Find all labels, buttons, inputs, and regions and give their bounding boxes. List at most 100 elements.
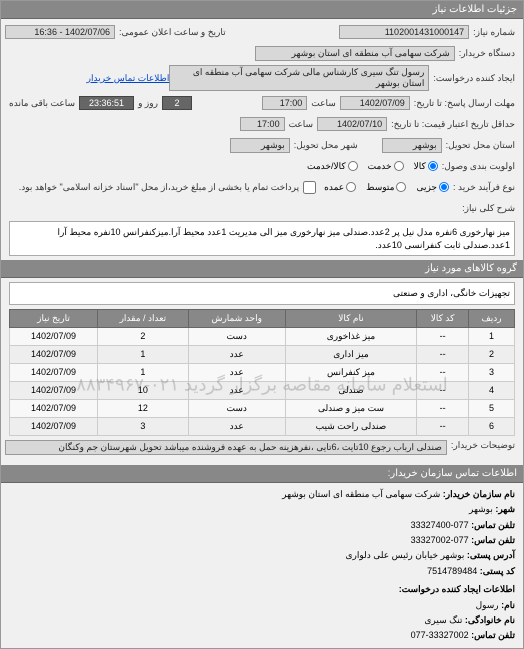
fax-label: تلفن تماس: [471, 535, 515, 545]
table-cell: 3 [98, 417, 189, 435]
main-panel: جزئیات اطلاعات نیاز شماره نیاز: 11020014… [0, 0, 524, 649]
need-number-value: 1102001431000147 [339, 25, 469, 39]
table-cell: -- [417, 327, 469, 345]
row-delivery: استان محل تحویل: بوشهر شهر محل تحویل: بو… [5, 136, 519, 154]
creator-header: اطلاعات ایجاد کننده درخواست: [399, 584, 515, 594]
buyer-note-label: توضیحات خریدار: [447, 440, 519, 451]
need-number-label: شماره نیاز: [469, 27, 519, 38]
priority-radio-0[interactable] [428, 161, 438, 171]
table-cell: -- [417, 417, 469, 435]
table-cell: 2 [98, 327, 189, 345]
cphone-value: 33327002-077 [411, 630, 469, 640]
row-deadline: مهلت ارسال پاسخ: تا تاریخ: 1402/07/09 سا… [5, 94, 519, 112]
items-table: ردیف کد کالا نام کالا واحد شمارش تعداد /… [9, 309, 515, 436]
th-2: نام کالا [285, 309, 416, 327]
table-cell: 6 [469, 417, 515, 435]
panel-title: جزئیات اطلاعات نیاز [1, 1, 523, 19]
table-cell: 4 [469, 381, 515, 399]
priority-option-2[interactable]: کالا/خدمت [307, 161, 358, 172]
table-cell: صندلی راحت شیب [285, 417, 416, 435]
table-row: 1--میز غذاخوریدست21402/07/09 [10, 327, 515, 345]
priority-option-0[interactable]: کالا [414, 161, 438, 172]
address-value: بوشهر خیابان رئیس علی دلواری [346, 550, 465, 560]
desc-box: میز نهارخوری 6نفره مدل نیل پر 2عدد.صندلی… [9, 221, 515, 256]
table-row: 3--میز کنفرانسعدد11402/07/09 [10, 363, 515, 381]
priority-radios: کالا خدمت کالا/خدمت [307, 161, 438, 172]
postal-label: کد پستی: [480, 566, 515, 576]
clname-label: نام خانوادگی: [465, 615, 515, 625]
th-1: کد کالا [417, 309, 469, 327]
requester-label: ایجاد کننده درخواست: [429, 73, 519, 84]
table-cell: -- [417, 399, 469, 417]
delivery-city: بوشهر [230, 138, 290, 153]
table-cell: عدد [188, 345, 285, 363]
table-cell: 1402/07/09 [10, 345, 98, 363]
table-cell: عدد [188, 363, 285, 381]
announce-label: تاریخ و ساعت اعلان عمومی: [115, 27, 230, 38]
row-buyer: دستگاه خریدار: شرکت سهامی آب منطقه ای اس… [5, 44, 519, 62]
payment-radios: جزیی متوسط عمده [324, 182, 449, 193]
table-cell: -- [417, 381, 469, 399]
table-cell: عدد [188, 417, 285, 435]
fax-value: 077-33327002 [411, 535, 469, 545]
delivery-city-label: شهر محل تحویل: [290, 140, 362, 151]
table-header-row: ردیف کد کالا نام کالا واحد شمارش تعداد /… [10, 309, 515, 327]
table-cell: 12 [98, 399, 189, 417]
priority-radio-1[interactable] [394, 161, 404, 171]
table-wrapper: ردیف کد کالا نام کالا واحد شمارش تعداد /… [5, 309, 519, 436]
table-row: 4--صندلیعدد101402/07/09 [10, 381, 515, 399]
form-section: شماره نیاز: 1102001431000147 تاریخ و ساع… [1, 19, 523, 465]
th-0: ردیف [469, 309, 515, 327]
desc-label: شرح کلی نیاز: [458, 199, 519, 214]
buyer-label: دستگاه خریدار: [455, 48, 519, 59]
city-label: شهر: [495, 504, 515, 514]
payment-checkbox[interactable] [303, 181, 316, 194]
delivery-state-label: استان محل تحویل: [442, 140, 519, 151]
table-cell: -- [417, 363, 469, 381]
contact-link[interactable]: اطلاعات تماس خریدار [87, 73, 170, 84]
table-cell: میز اداری [285, 345, 416, 363]
city-value: بوشهر [469, 504, 493, 514]
phone-value: 077-33327400 [411, 520, 469, 530]
table-cell: 1 [469, 327, 515, 345]
row-buyer-note: توضیحات خریدار: صندلی ارباب رجوع 10تایت … [5, 440, 519, 458]
table-cell: عدد [188, 381, 285, 399]
org-value: شرکت سهامی آب منطقه ای استان بوشهر [282, 489, 440, 499]
table-cell: دست [188, 327, 285, 345]
cname-value: رسول [476, 600, 499, 610]
payment-option-2[interactable]: عمده [324, 182, 356, 193]
table-cell: 1 [98, 345, 189, 363]
th-3: واحد شمارش [188, 309, 285, 327]
row-priority: اولویت بندی وصول: کالا خدمت کالا/خدمت [5, 157, 519, 175]
payment-radio-1[interactable] [396, 182, 406, 192]
requester-value: رسول تنگ سیری کارشناس مالی شرکت سهامی آب… [169, 65, 429, 91]
goods-group-header: گروه کالاهای مورد نیاز [1, 260, 523, 278]
remain-label: ساعت باقی مانده [5, 98, 79, 109]
table-cell: 3 [469, 363, 515, 381]
payment-radio-2[interactable] [346, 182, 356, 192]
table-cell: 1402/07/09 [10, 327, 98, 345]
table-row: 6--صندلی راحت شیبعدد31402/07/09 [10, 417, 515, 435]
table-cell: میز غذاخوری [285, 327, 416, 345]
payment-option-0[interactable]: جزیی [416, 182, 449, 193]
delivery-state: بوشهر [382, 138, 442, 153]
address-label: آدرس پستی: [467, 550, 515, 560]
contact-section: نام سازمان خریدار: شرکت سهامی آب منطقه ا… [1, 483, 523, 648]
postal-value: 7514789484 [427, 566, 477, 576]
payment-option-1[interactable]: متوسط [366, 182, 406, 193]
table-row: 2--میز اداریعدد11402/07/09 [10, 345, 515, 363]
payment-label: نوع فرآیند خرید : [449, 182, 519, 193]
remain-days: 2 [162, 96, 192, 110]
table-cell: دست [188, 399, 285, 417]
priority-radio-2[interactable] [348, 161, 358, 171]
table-row: 5--ست میز و صندلیدست121402/07/09 [10, 399, 515, 417]
priority-option-1[interactable]: خدمت [368, 161, 404, 172]
time-label-1: ساعت [307, 98, 340, 109]
table-cell: 2 [469, 345, 515, 363]
table-cell: 1402/07/09 [10, 363, 98, 381]
cname-label: نام: [501, 600, 515, 610]
row-requester: ایجاد کننده درخواست: رسول تنگ سیری کارشن… [5, 65, 519, 91]
row-validity: حداقل تاریخ اعتبار قیمت: تا تاریخ: 1402/… [5, 115, 519, 133]
row-desc: شرح کلی نیاز: [5, 199, 519, 217]
payment-radio-0[interactable] [439, 182, 449, 192]
